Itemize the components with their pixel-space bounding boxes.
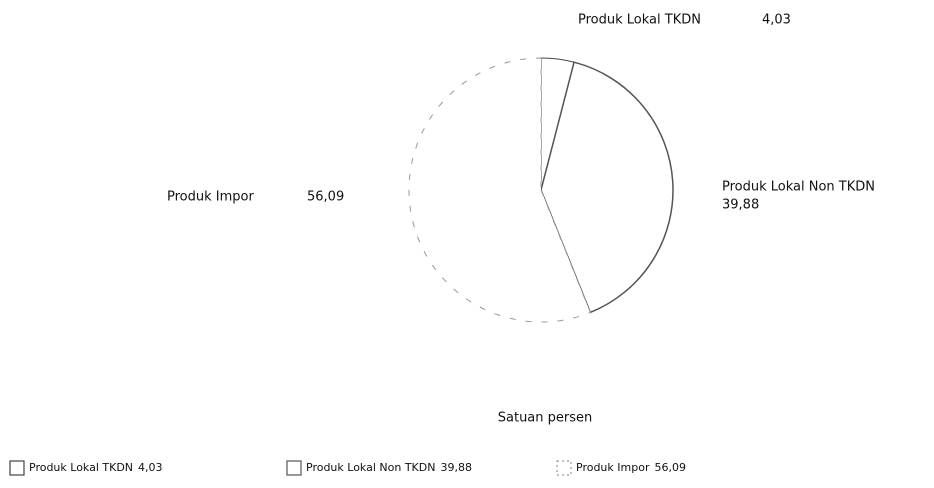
legend-label: Produk Lokal Non TKDN [306,461,435,474]
pie-slice [408,57,591,323]
data-label-value: 4,03 [762,13,791,28]
data-label-name: Produk Impor [167,190,254,205]
legend-value: 4,03 [138,461,163,474]
data-label-value: 56,09 [307,190,344,205]
data-label-value: 39,88 [722,198,759,213]
legend-swatch [556,460,572,476]
legend-label: Produk Lokal TKDN [29,461,133,474]
legend-value: 39,88 [440,461,472,474]
data-label-name: Produk Lokal TKDN [578,13,701,28]
legend-swatch [286,460,302,476]
legend-swatch [9,460,25,476]
pie-slice [540,61,674,314]
chart-subtitle: Satuan persen [498,411,593,426]
legend-label: Produk Impor [576,461,650,474]
data-label-name: Produk Lokal Non TKDN [722,180,875,195]
legend-value: 56,09 [654,461,686,474]
